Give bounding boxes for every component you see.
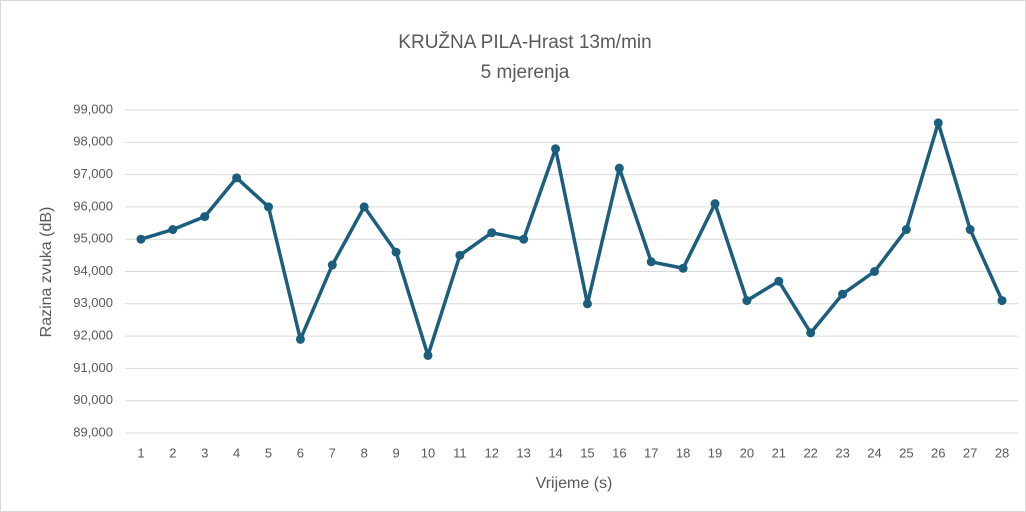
y-tick-label: 99,000 bbox=[73, 101, 113, 116]
data-point bbox=[200, 212, 210, 222]
x-tick-label: 11 bbox=[453, 445, 467, 460]
x-tick-label: 23 bbox=[835, 445, 849, 460]
x-tick-label: 9 bbox=[392, 445, 399, 460]
chart-subtitle: 5 mjerenja bbox=[481, 62, 570, 83]
x-tick-label: 12 bbox=[485, 445, 499, 460]
data-point bbox=[391, 247, 401, 257]
data-point bbox=[327, 260, 337, 270]
y-tick-label: 94,000 bbox=[73, 263, 113, 278]
x-tick-label: 8 bbox=[361, 445, 368, 460]
data-point bbox=[614, 163, 624, 173]
x-tick-label: 18 bbox=[676, 445, 690, 460]
x-tick-label: 10 bbox=[421, 445, 435, 460]
x-tick-label: 4 bbox=[233, 445, 240, 460]
x-tick-label: 27 bbox=[963, 445, 977, 460]
x-tick-label: 22 bbox=[803, 445, 817, 460]
data-point bbox=[869, 267, 879, 276]
data-point bbox=[933, 118, 943, 128]
data-point bbox=[232, 173, 242, 183]
y-tick-label: 96,000 bbox=[73, 198, 113, 213]
x-tick-label: 13 bbox=[516, 445, 530, 460]
data-point bbox=[806, 328, 816, 338]
data-point bbox=[582, 299, 592, 309]
x-tick-label: 15 bbox=[580, 445, 594, 460]
x-tick-label: 24 bbox=[867, 445, 881, 460]
data-point bbox=[136, 234, 146, 244]
y-tick-label: 91,000 bbox=[73, 360, 113, 375]
x-tick-label: 2 bbox=[169, 445, 176, 460]
x-tick-label: 5 bbox=[265, 445, 272, 460]
data-point bbox=[487, 228, 497, 238]
y-axis-label: Razina zvuka (dB) bbox=[38, 207, 55, 338]
y-tick-label: 95,000 bbox=[73, 231, 113, 246]
x-tick-label: 21 bbox=[772, 445, 786, 460]
data-point bbox=[965, 225, 975, 235]
x-tick-label: 16 bbox=[612, 445, 626, 460]
x-tick-label: 1 bbox=[137, 445, 144, 460]
data-point bbox=[646, 257, 656, 267]
x-tick-label: 6 bbox=[297, 445, 304, 460]
x-tick-label: 19 bbox=[708, 445, 722, 460]
data-point bbox=[455, 250, 465, 260]
x-tick-label: 7 bbox=[329, 445, 336, 460]
data-point bbox=[742, 296, 752, 306]
data-point bbox=[295, 334, 305, 344]
data-point bbox=[264, 202, 274, 212]
y-tick-label: 93,000 bbox=[73, 295, 113, 310]
x-tick-label: 26 bbox=[931, 445, 945, 460]
data-point bbox=[901, 225, 911, 235]
data-point bbox=[774, 276, 784, 286]
data-point bbox=[551, 144, 561, 154]
series-line bbox=[140, 121, 1004, 358]
data-point bbox=[168, 225, 178, 235]
data-point bbox=[519, 234, 529, 244]
y-tick-label: 90,000 bbox=[73, 392, 113, 407]
data-point bbox=[423, 350, 433, 360]
data-point bbox=[997, 296, 1007, 306]
data-point bbox=[678, 263, 688, 273]
data-point bbox=[838, 289, 848, 299]
x-tick-label: 25 bbox=[899, 445, 913, 460]
y-tick-label: 97,000 bbox=[73, 166, 113, 181]
x-tick-label: 17 bbox=[644, 445, 658, 460]
y-tick-label: 98,000 bbox=[73, 134, 113, 149]
data-point bbox=[359, 202, 369, 212]
data-point bbox=[710, 199, 720, 209]
chart-title: KRUŽNA PILA-Hrast 13m/min bbox=[398, 31, 651, 53]
y-tick-label: 89,000 bbox=[73, 424, 113, 439]
x-tick-label: 20 bbox=[740, 445, 754, 460]
x-tick-label: 14 bbox=[548, 445, 562, 460]
x-axis-label: Vrijeme (s) bbox=[536, 475, 613, 492]
x-tick-label: 28 bbox=[995, 445, 1009, 460]
x-tick-label: 3 bbox=[201, 445, 208, 460]
y-tick-label: 92,000 bbox=[73, 328, 113, 343]
